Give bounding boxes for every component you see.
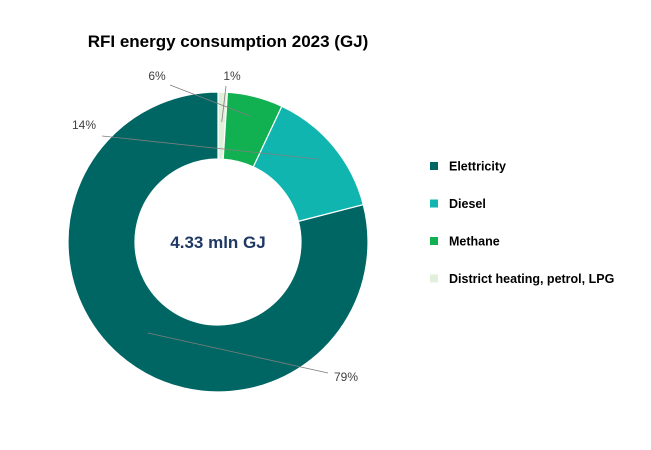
center-total-label: 4.33 mln GJ xyxy=(170,233,265,252)
data-label-elettricity: 79% xyxy=(334,370,358,384)
leader-lines xyxy=(101,84,329,374)
donut-slices xyxy=(67,91,369,393)
legend-swatch-methane xyxy=(430,237,438,245)
leader-line-district-heating-petrol-lpg xyxy=(221,85,227,123)
legend-label-district-heating-petrol-lpg: District heating, petrol, LPG xyxy=(449,272,614,286)
data-label-district-heating-petrol-lpg: 1% xyxy=(223,69,241,83)
legend-label-elettricity: Elettricity xyxy=(449,160,506,174)
leader-line-elettricity xyxy=(147,332,329,374)
data-label-diesel: 14% xyxy=(72,118,96,132)
legend-label-methane: Methane xyxy=(449,235,500,249)
chart-legend: Elettricity Diesel Methane District heating… xyxy=(430,160,614,286)
chart-title: RFI energy consumption 2023 (GJ) xyxy=(88,32,369,51)
data-labels: 79% 14% 6% 1% xyxy=(72,69,358,384)
legend-swatch-diesel xyxy=(430,199,438,208)
legend-label-diesel: Diesel xyxy=(449,197,486,211)
leader-line-diesel xyxy=(101,135,319,160)
leader-line-methane xyxy=(169,84,251,117)
data-label-methane: 6% xyxy=(148,69,166,83)
legend-swatch-district-heating-petrol-lpg xyxy=(430,274,438,283)
legend-swatch-elettricity xyxy=(430,162,438,170)
slice-elettricity xyxy=(67,91,369,393)
